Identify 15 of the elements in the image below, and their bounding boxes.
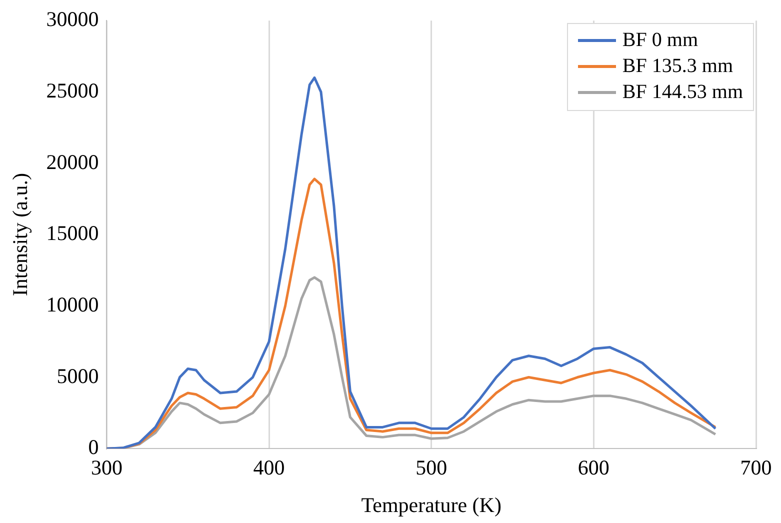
y-axis-title: Intensity (a.u.) [8,173,32,296]
x-tick-label: 500 [416,456,448,480]
y-tick-label: 5000 [56,364,99,388]
y-tick-label: 25000 [46,78,99,102]
x-tick-label: 400 [253,456,285,480]
y-tick-label: 15000 [46,221,99,246]
x-axis-title: Temperature (K) [361,492,502,517]
y-tick-label: 20000 [46,150,99,174]
x-tick-label: 700 [740,456,772,480]
legend-label: BF 135.3 mm [622,55,733,78]
x-tick-label: 600 [578,456,610,480]
y-tick-label: 10000 [46,292,99,316]
legend-label: BF 0 mm [622,29,698,52]
legend-label: BF 144.53 mm [622,81,743,104]
y-tick-label: 30000 [46,7,99,32]
